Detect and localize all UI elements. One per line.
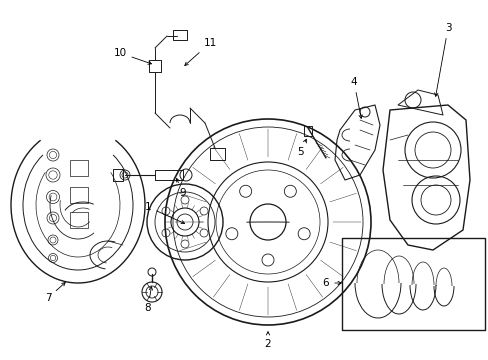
- Text: 1: 1: [144, 202, 184, 224]
- Text: 4: 4: [350, 77, 362, 118]
- Text: 2: 2: [264, 332, 271, 349]
- Text: 5: 5: [296, 139, 305, 157]
- Text: 6: 6: [322, 278, 341, 288]
- Text: 9: 9: [176, 179, 186, 198]
- Text: 3: 3: [434, 23, 450, 96]
- Text: 7: 7: [44, 283, 65, 303]
- Text: 10: 10: [113, 48, 151, 64]
- Text: 11: 11: [184, 38, 216, 66]
- Text: 8: 8: [144, 287, 152, 313]
